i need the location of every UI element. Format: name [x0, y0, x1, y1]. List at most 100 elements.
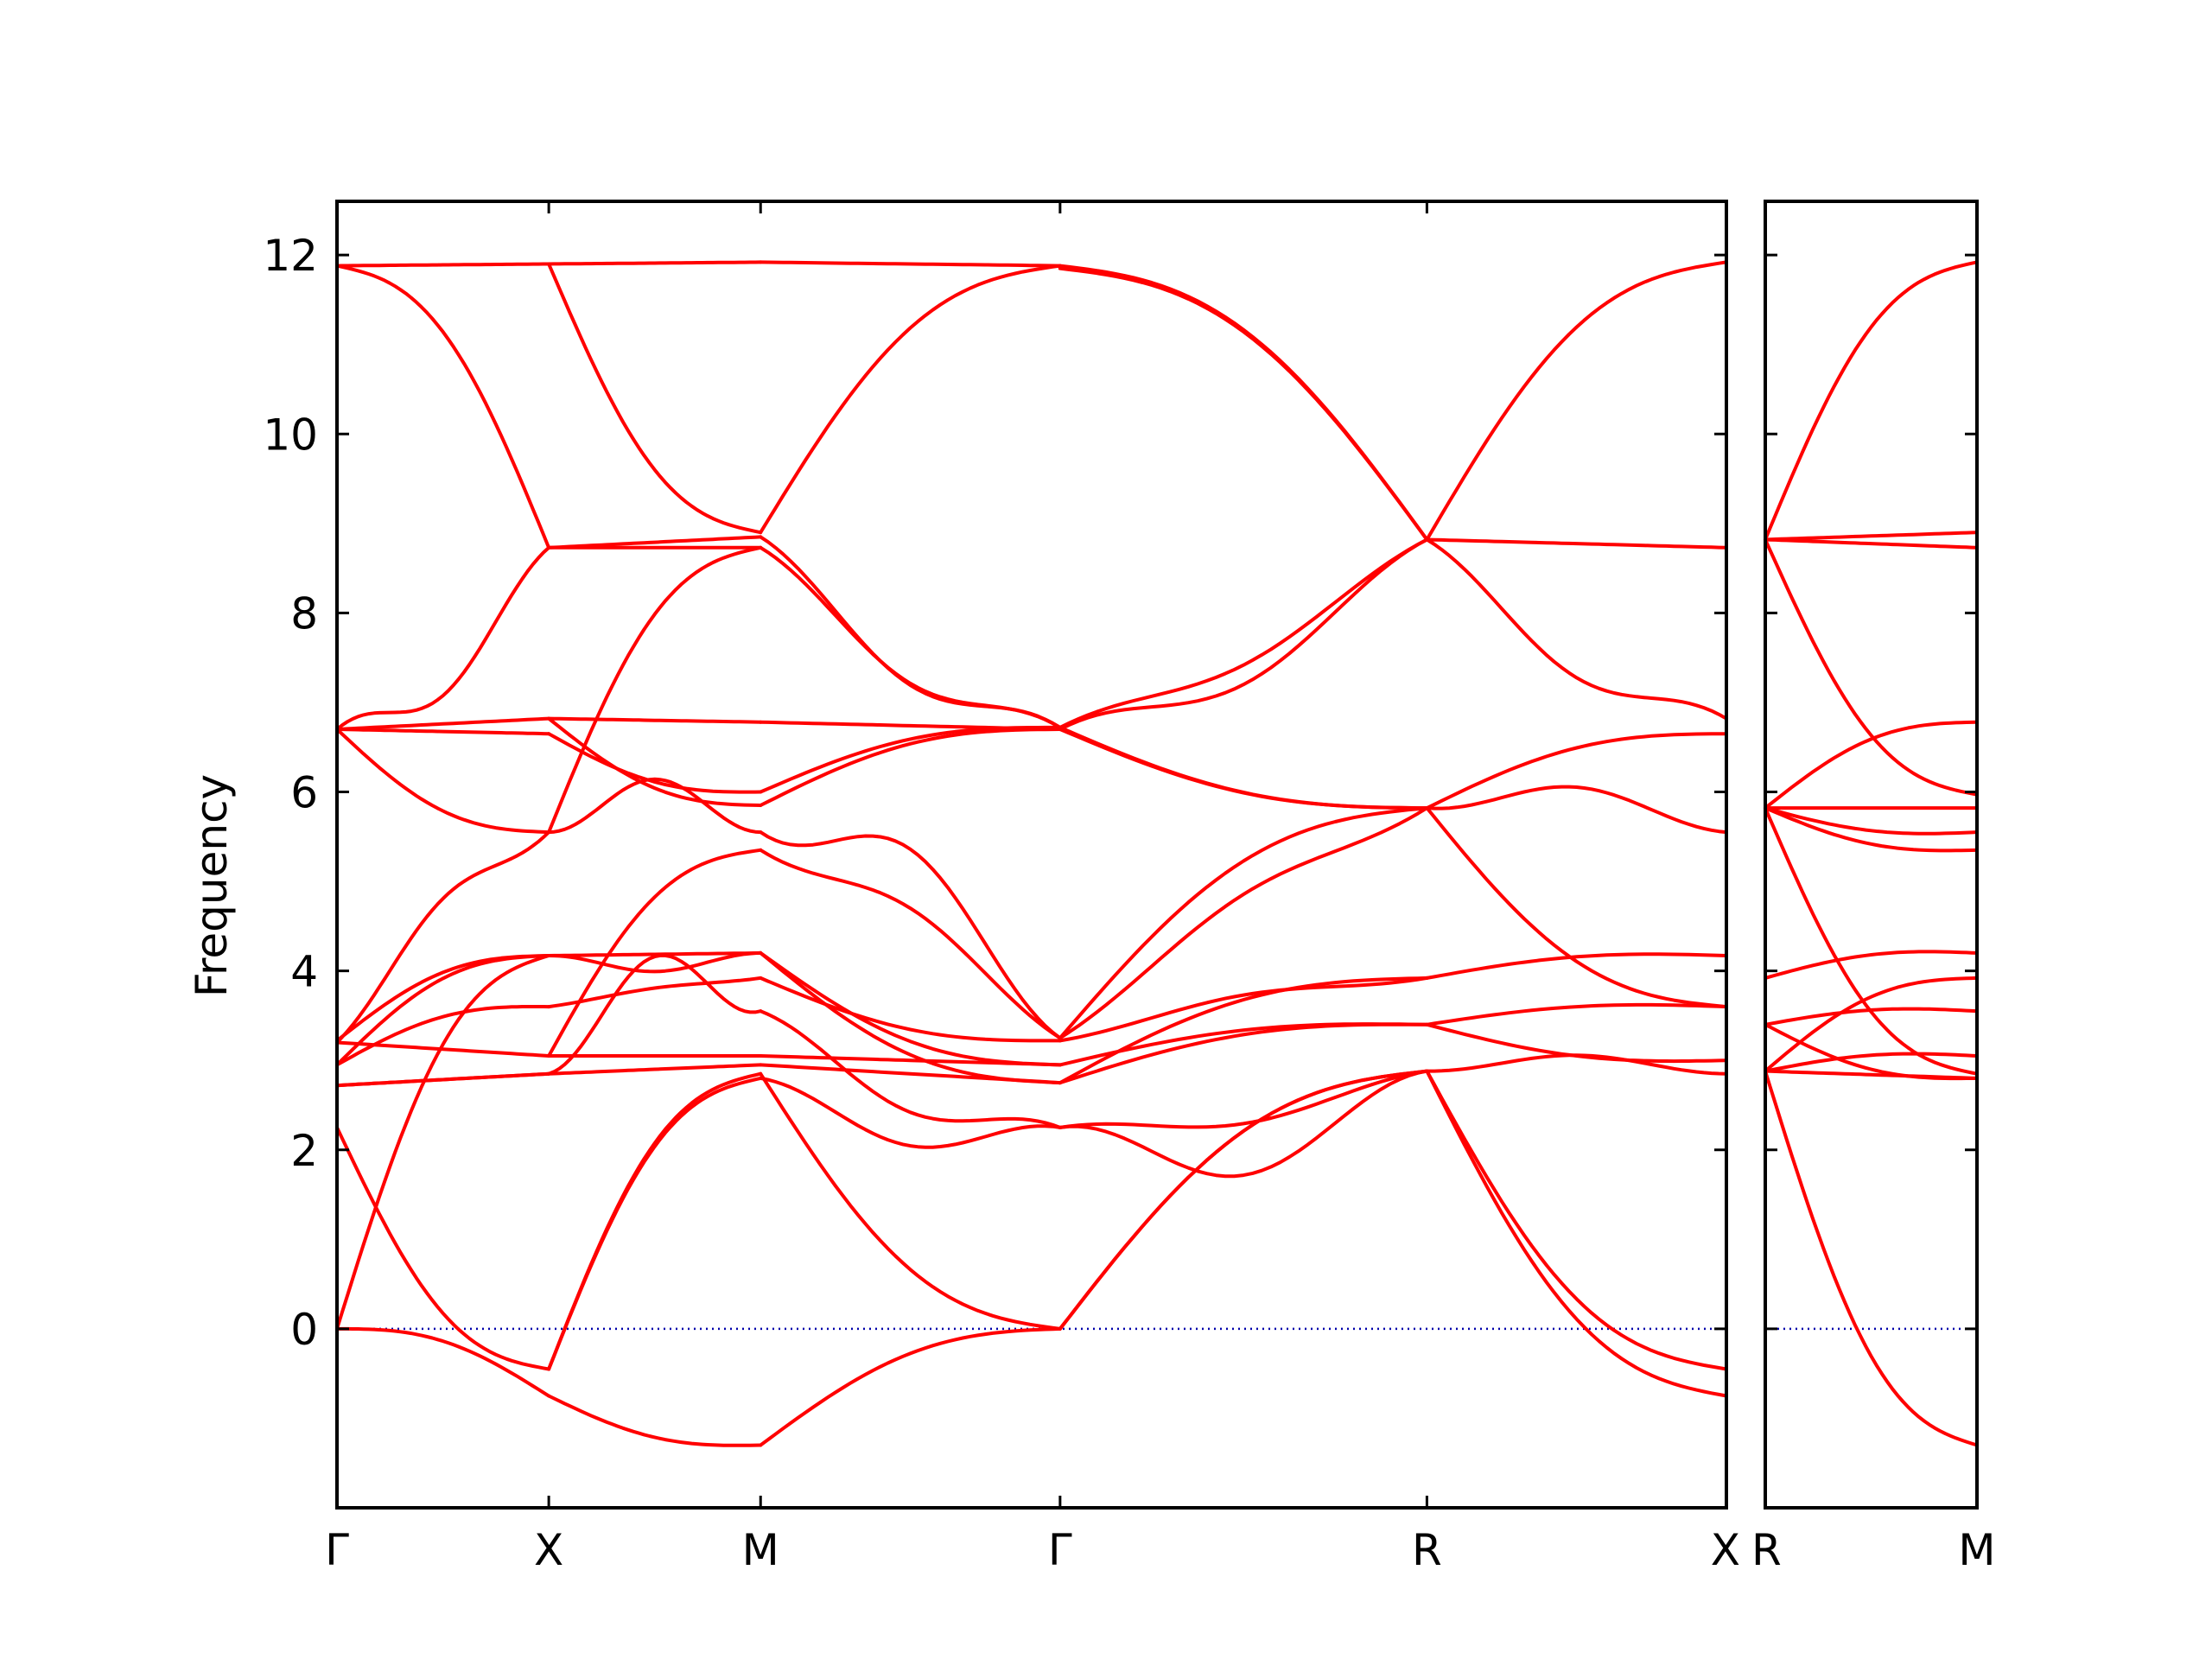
band-line-4-9: [1058, 976, 1429, 1043]
segment-Γ-X: [335, 262, 551, 1398]
x-tick-label: R: [1412, 1525, 1442, 1575]
band-line-1-6: [335, 728, 551, 835]
band-line-1-4: [335, 716, 551, 731]
band-line-3-1: [759, 260, 1062, 268]
y-tick-label: 6: [290, 768, 318, 818]
band-line-2-6: [547, 732, 763, 794]
band-line-3-11: [759, 950, 1062, 1067]
y-tick-label: 2: [290, 1126, 318, 1176]
band-line-5-2: [1425, 260, 1728, 542]
panel-1: Γ X M Γ R X 0 2 4 6 8 10 12: [263, 200, 1740, 1575]
band-line-4-5: [1058, 725, 1429, 810]
band-line-4-8: [1058, 806, 1429, 1040]
band-line-1-14: [1764, 1052, 1979, 1073]
x-tick-label: M: [1958, 1525, 1995, 1575]
x-tick-label: R: [1751, 1525, 1782, 1575]
band-line-5-12: [1425, 1069, 1728, 1398]
band-line-3-13: [759, 1009, 1062, 1129]
band-line-1-2: [1764, 531, 1979, 542]
band-line-1-12: [1764, 1022, 1979, 1081]
band-line-3-17: [759, 1076, 1062, 1149]
band-line-5-6: [1425, 806, 1728, 1009]
segment-M-Γ: [759, 260, 1062, 1447]
band-line-2-13: [547, 848, 763, 1058]
band-line-1-15: [1764, 1069, 1979, 1080]
band-line-3-12: [759, 976, 1062, 1043]
segment-X-M: [547, 260, 763, 1447]
band-line-1-1: [1764, 260, 1979, 542]
x-tick-label: M: [742, 1525, 779, 1575]
band-line-2-3: [547, 535, 763, 550]
segment-R-M: [1764, 260, 1979, 1447]
band-line-1-16: [335, 1326, 551, 1398]
segment-R-X: [1425, 260, 1728, 1398]
panel-frame: [335, 200, 1728, 1510]
band-line-4-4: [1058, 537, 1429, 731]
band-line-1-3: [335, 545, 551, 731]
band-line-1-1: [335, 262, 551, 268]
y-axis-label: Frequency: [187, 774, 237, 997]
band-line-2-5: [547, 716, 763, 724]
y-tick-label: 10: [263, 410, 318, 460]
band-line-4-3: [1058, 537, 1429, 729]
band-line-1-8: [1764, 806, 1979, 853]
band-line-5-7: [1425, 952, 1728, 980]
band-line-1-11: [335, 1005, 551, 1067]
band-line-5-4: [1425, 732, 1728, 810]
band-line-3-2: [759, 264, 1062, 535]
band-line-1-16: [1764, 1069, 1979, 1447]
band-line-3-4: [759, 545, 1062, 729]
band-line-2-8: [547, 777, 763, 835]
band-line-2-11: [547, 950, 763, 974]
band-line-1-2: [335, 264, 551, 550]
band-line-2-16: [547, 953, 763, 1076]
band-line-1-14: [335, 1125, 551, 1371]
band-line-3-3: [759, 535, 1062, 729]
y-tick-label: 4: [290, 947, 318, 997]
band-line-2-15: [547, 1063, 763, 1076]
band-line-4-12: [1058, 1022, 1429, 1085]
band-line-2-9: [547, 545, 763, 835]
band-line-1-10: [1764, 950, 1979, 980]
x-tick-label: X: [534, 1525, 563, 1575]
segment-Γ-R: [1058, 264, 1429, 1331]
band-line-2-19: [547, 1394, 763, 1447]
band-line-4-2: [1058, 266, 1429, 542]
band-line-3-14: [759, 1054, 1062, 1067]
band-line-2-12: [547, 976, 763, 1009]
band-line-1-9: [1764, 806, 1979, 1076]
y-tick-label: 12: [263, 231, 318, 281]
band-line-3-18: [759, 1326, 1062, 1447]
band-line-4-1: [1058, 264, 1429, 542]
band-line-2-2: [547, 262, 763, 535]
band-line-5-10: [1425, 1053, 1728, 1076]
band-line-2-18: [547, 1076, 763, 1371]
band-line-1-13: [335, 1071, 551, 1088]
band-line-1-15: [335, 954, 551, 1331]
band-line-3-6: [759, 725, 1062, 794]
band-line-5-8: [1425, 1002, 1728, 1027]
x-tick-label: Γ: [325, 1525, 349, 1575]
band-line-4-7: [1058, 806, 1429, 1040]
band-line-1-7: [1764, 806, 1979, 836]
band-line-2-10: [547, 950, 763, 957]
band-line-3-9: [759, 848, 1062, 1040]
band-line-5-11: [1425, 1069, 1728, 1371]
band-line-5-3: [1425, 537, 1728, 721]
band-line-4-16: [1058, 1069, 1429, 1331]
panel-frame: [1764, 200, 1979, 1510]
band-line-4-15: [1058, 1069, 1429, 1331]
band-line-5-1: [1425, 537, 1728, 550]
band-line-1-10: [335, 954, 551, 1067]
band-line-1-3: [1764, 537, 1979, 550]
band-line-4-10: [1058, 1022, 1429, 1067]
y-tick-label: 0: [290, 1305, 318, 1355]
band-line-3-16: [759, 1071, 1062, 1331]
band-line-1-4: [1764, 537, 1979, 797]
band-line-2-17: [547, 1071, 763, 1371]
band-line-3-7: [759, 728, 1062, 807]
band-line-4-13: [1058, 1069, 1429, 1129]
